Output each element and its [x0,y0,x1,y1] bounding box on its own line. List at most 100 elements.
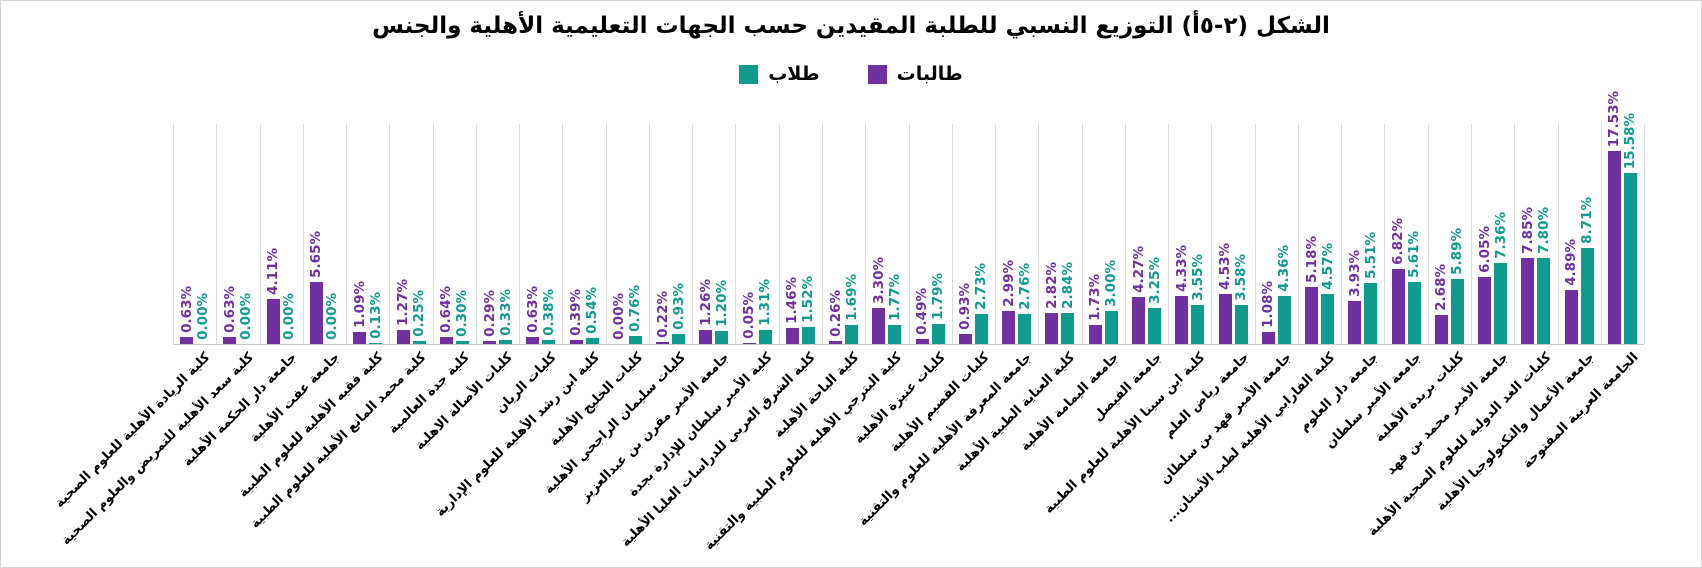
bar-females [1391,269,1405,344]
bar-value-label-males: 5.89% [1449,228,1466,275]
bar-males [1450,279,1464,344]
plot-gridline [1341,124,1343,344]
bar-males [1104,311,1118,344]
bar-males [845,325,859,344]
bar-value-label-females: 6.05% [1476,226,1493,273]
bar-females [958,334,972,344]
bar-value-label-males: 8.71% [1579,197,1596,244]
bar-males [542,340,556,344]
bar-value-label-females: 4.11% [265,248,282,295]
bar-value-label-males: 2.76% [1016,263,1033,310]
bar-males [1623,173,1637,344]
bar-value-label-females: 4.33% [1173,245,1190,292]
plot-gridline [822,124,823,344]
bar-females [1261,332,1275,344]
bar-males [1061,313,1075,344]
bar-value-label-males: 1.69% [843,274,860,321]
bar-value-label-females: 0.29% [481,290,498,337]
bar-value-label-females: 0.22% [654,291,671,338]
bar-value-label-males: 0.00% [194,293,211,340]
bar-males [1018,314,1032,344]
plot-gridline [1211,124,1213,344]
x-axis-label: كلية الريادة الأهلية للعلوم الصحية [52,350,214,511]
bar-value-label-males: 7.36% [1492,212,1509,259]
plot-gridline [1600,124,1602,344]
bar-females [1045,313,1059,344]
bar-males [1364,283,1378,344]
plot-gridline [389,124,391,344]
plot-gridline [1514,124,1516,344]
legend-item-females: طالبات [867,63,963,85]
plot-gridline [346,124,348,344]
bar-value-label-males: 0.25% [411,290,427,337]
bar-males [1234,305,1248,344]
plot-gridline [692,124,694,344]
bar-females [266,299,280,344]
bar-females [353,332,367,344]
bar-value-label-males: 0.33% [497,289,514,336]
bar-females [742,343,756,344]
bar-males [585,338,599,344]
plot-gridline [995,124,996,344]
bar-males [1321,294,1334,344]
bar-females [1564,290,1578,344]
bar-females [1305,287,1318,344]
bar-value-label-females: 2.99% [1000,260,1017,307]
bar-males [499,340,512,344]
plot-gridline [605,124,607,344]
bar-females [1478,277,1492,344]
plot-gridline [1254,124,1256,344]
bar-value-label-males: 0.38% [540,289,557,336]
chart-title: الشكل (٢-٥أ) التوزيع النسبي للطلبة المقي… [372,13,1330,39]
plot-gridline [778,124,780,344]
bar-value-label-females: 4.27% [1130,246,1147,293]
bar-males [715,331,729,344]
bar-males [888,325,902,344]
bar-males [931,324,945,344]
bar-value-label-females: 0.26% [827,290,844,337]
plot-gridline [1384,124,1386,344]
plot-gridline [951,124,953,344]
bar-value-label-males: 5.61% [1406,231,1422,278]
plot-gridline [1081,124,1083,344]
x-axis-label: كلية سعد الأهلية للتمريض والعلوم الصحية [58,350,257,549]
bar-value-label-males: 3.25% [1146,257,1163,304]
bar-males [1407,282,1421,344]
bar-value-label-males: 0.00% [324,293,341,340]
bar-value-label-females: 0.63% [178,286,195,333]
bar-females [223,337,237,344]
plot-gridline [1124,124,1126,344]
plot-gridline [1297,124,1299,344]
bar-males [1148,308,1161,344]
x-axis-line [173,344,1644,345]
bar-females [1607,151,1621,344]
plot-gridline [1644,124,1645,344]
plot-gridline [908,124,910,344]
bar-males [1277,296,1291,344]
chart-legend: طالبات طلاب [1,63,1701,85]
plot-gridline [216,124,218,344]
plot-gridline [865,124,867,344]
bar-females [439,337,453,344]
plot-gridline [1427,124,1429,344]
bar-value-label-males: 0.54% [584,287,600,334]
plot-gridline [1168,124,1170,344]
legend-swatch-males-icon [739,64,759,84]
bar-males [1494,263,1508,344]
bar-females [699,330,713,344]
bar-females [656,342,669,344]
legend-label-males: طلاب [768,63,820,85]
plot-gridline [735,124,737,344]
bar-value-label-males: 0.13% [367,292,384,339]
bar-females [396,330,410,344]
bar-value-label-females: 1.09% [351,281,368,328]
bar-value-label-males: 1.52% [800,276,817,323]
bar-females [872,308,886,344]
bar-males [1580,248,1594,344]
plot-gridline [1557,124,1559,344]
x-axis-label: جامعة دار العلوم [1296,350,1382,435]
plot-gridline [302,124,304,344]
bar-males [801,327,815,344]
bar-value-label-females: 5.18% [1303,236,1320,283]
x-axis-label: جامعة الأعمال والتكنولوجيا الأهلية [1433,350,1598,515]
